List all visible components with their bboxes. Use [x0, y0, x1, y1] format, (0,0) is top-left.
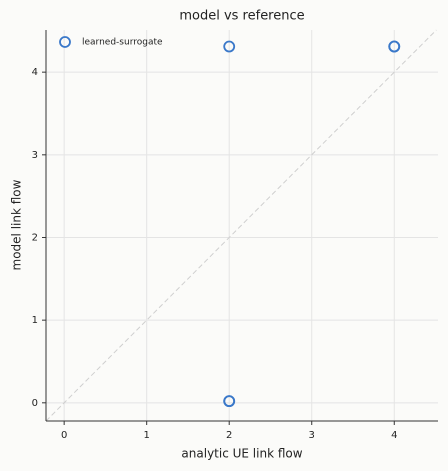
y-axis-label: model link flow	[10, 179, 24, 270]
point	[223, 40, 236, 53]
legend-marker	[59, 36, 71, 48]
point	[223, 395, 236, 408]
x-tick-label: 0	[61, 430, 67, 441]
reference-line	[45, 29, 437, 422]
x-tick-label: 1	[143, 430, 149, 441]
point	[388, 40, 401, 53]
x-tick-label: 2	[226, 430, 232, 441]
chart-title: model vs reference	[179, 9, 304, 24]
y-tick-label: 0	[32, 398, 38, 409]
y-tick-label: 4	[32, 67, 38, 78]
x-axis-label: analytic UE link flow	[181, 447, 302, 461]
legend-label: learned-surrogate	[82, 38, 163, 48]
y-tick-label: 2	[32, 232, 38, 243]
x-tick-label: 4	[391, 430, 397, 441]
y-tick-label: 1	[32, 315, 38, 326]
y-tick-label: 3	[32, 150, 38, 161]
x-tick-label: 3	[309, 430, 315, 441]
